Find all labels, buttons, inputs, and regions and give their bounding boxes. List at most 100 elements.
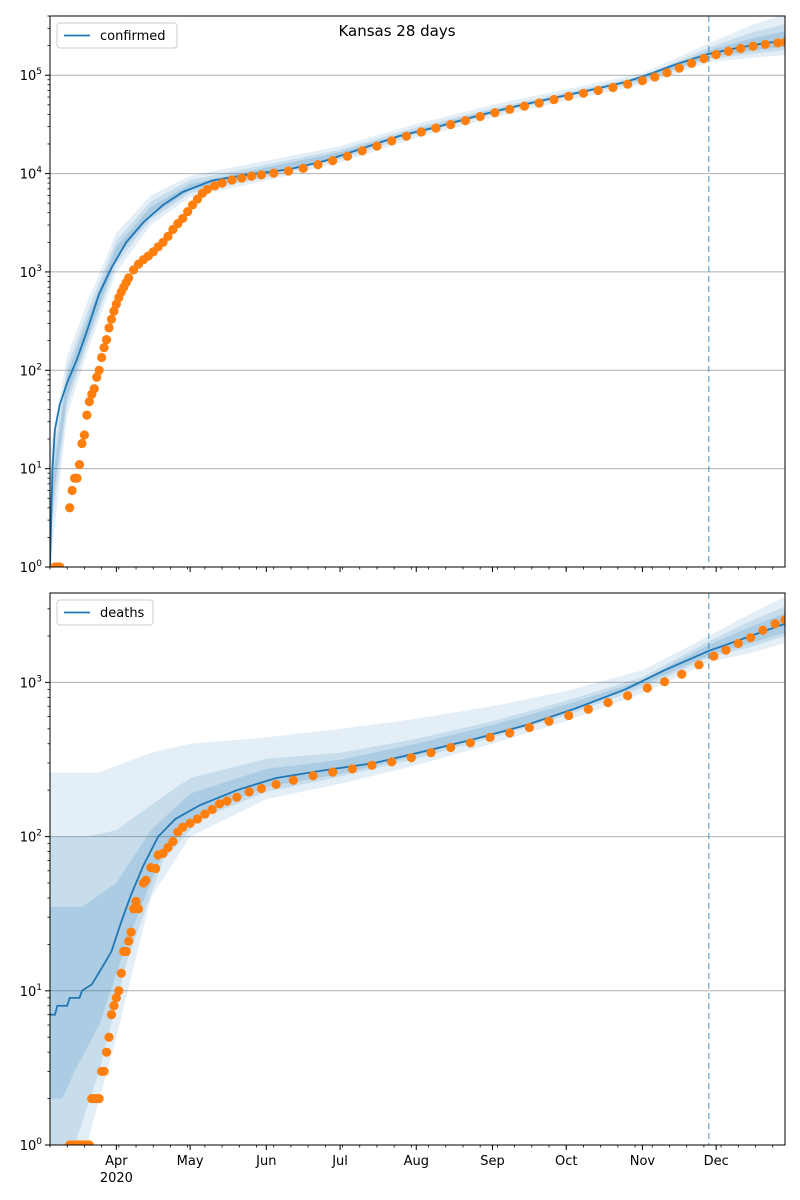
observed-point — [256, 783, 267, 794]
observed-point — [99, 1066, 109, 1077]
observed-point — [406, 753, 416, 763]
observed-point — [163, 231, 173, 241]
observed-point — [232, 792, 242, 802]
observed-point — [94, 365, 104, 375]
x-tick-label: Dec — [704, 1154, 729, 1169]
observed-point — [544, 716, 554, 726]
y-tick-label: 104 — [20, 166, 43, 183]
observed-point — [101, 335, 112, 345]
observed-point — [92, 372, 102, 382]
axes-frame — [49, 15, 786, 568]
observed-point — [244, 787, 254, 797]
observed-point — [114, 986, 124, 996]
observed-point — [183, 207, 193, 217]
observed-point — [328, 767, 338, 777]
observed-point — [748, 41, 758, 51]
observed-point — [178, 213, 188, 224]
observed-point — [564, 710, 574, 721]
observed-point — [79, 430, 90, 440]
observed-point — [490, 108, 500, 118]
legend-box — [56, 599, 154, 626]
observed-point — [72, 473, 82, 483]
observed-point — [74, 459, 85, 470]
observed-point — [780, 37, 785, 47]
observed-point — [288, 775, 298, 785]
observed-point — [298, 163, 308, 173]
observed-point — [505, 104, 515, 114]
y-tick-exponent: 3 — [36, 674, 42, 684]
uncertainty-band — [50, 31, 785, 521]
legend-box — [56, 22, 178, 49]
observed-point — [780, 615, 785, 625]
legend-label: deaths — [100, 606, 145, 621]
observed-point — [446, 742, 456, 753]
observed-point — [222, 796, 232, 806]
observed-point — [770, 619, 780, 629]
y-tick-label: 103 — [20, 674, 42, 691]
observed-point — [283, 166, 294, 176]
observed-point — [593, 85, 603, 96]
observed-point — [89, 384, 99, 394]
figure-title: Kansas 28 days — [338, 22, 455, 40]
legend: deaths — [56, 599, 154, 626]
observed-point — [178, 822, 188, 832]
observed-point — [77, 438, 87, 449]
observed-point — [650, 72, 660, 82]
observed-point — [116, 968, 126, 978]
observed-point — [677, 669, 687, 679]
observed-point — [131, 896, 141, 906]
observed-point — [711, 50, 721, 60]
observed-point — [271, 779, 281, 790]
y-tick-exponent: 3 — [36, 264, 42, 274]
observed-point — [662, 68, 672, 78]
y-tick-exponent: 0 — [36, 1137, 42, 1147]
x-tick-label: Aug — [404, 1154, 429, 1169]
observed-point — [745, 633, 756, 643]
observed-point — [709, 651, 719, 661]
x-tick-label: May — [177, 1154, 204, 1169]
observed-point — [549, 95, 559, 105]
observed-point — [475, 111, 485, 122]
observed-point — [485, 732, 495, 742]
observed-point — [84, 1140, 94, 1145]
observed-point — [733, 638, 743, 649]
observed-point — [94, 1093, 104, 1104]
observed-point — [465, 738, 475, 748]
observed-point — [564, 91, 574, 101]
observed-point — [519, 101, 530, 111]
observed-point — [101, 1047, 112, 1057]
observed-point — [623, 79, 633, 89]
model-line — [50, 622, 785, 1016]
observed-point — [347, 764, 357, 774]
observed-point — [603, 697, 613, 708]
y-tick-label: 102 — [20, 829, 42, 846]
observed-point — [387, 136, 397, 146]
observed-point — [578, 88, 589, 98]
observed-point — [141, 875, 151, 885]
observed-point — [215, 799, 225, 809]
observed-point — [106, 1010, 117, 1020]
observed-point — [55, 562, 65, 567]
observed-point — [217, 178, 227, 188]
observed-point — [642, 683, 652, 693]
observed-point — [104, 323, 114, 333]
uncertainty-band — [50, 596, 785, 1145]
x-tick-label: Apr — [105, 1154, 128, 1169]
observed-point — [721, 645, 731, 655]
observed-point — [699, 53, 709, 64]
observed-point — [623, 691, 633, 701]
y-tick-label: 102 — [20, 362, 42, 379]
observed-point — [637, 76, 648, 86]
observed-point — [674, 63, 684, 73]
observed-point — [505, 728, 515, 738]
observed-point — [308, 771, 318, 781]
x-tick-year-label: 2020 — [100, 1171, 133, 1186]
y-tick-label: 105 — [20, 67, 42, 84]
observed-point — [210, 181, 220, 191]
y-tick-exponent: 0 — [36, 559, 42, 569]
observed-point — [446, 119, 456, 130]
observed-point — [200, 809, 210, 819]
observed-point — [67, 485, 77, 496]
observed-point — [387, 757, 397, 767]
observed-point — [84, 397, 94, 407]
